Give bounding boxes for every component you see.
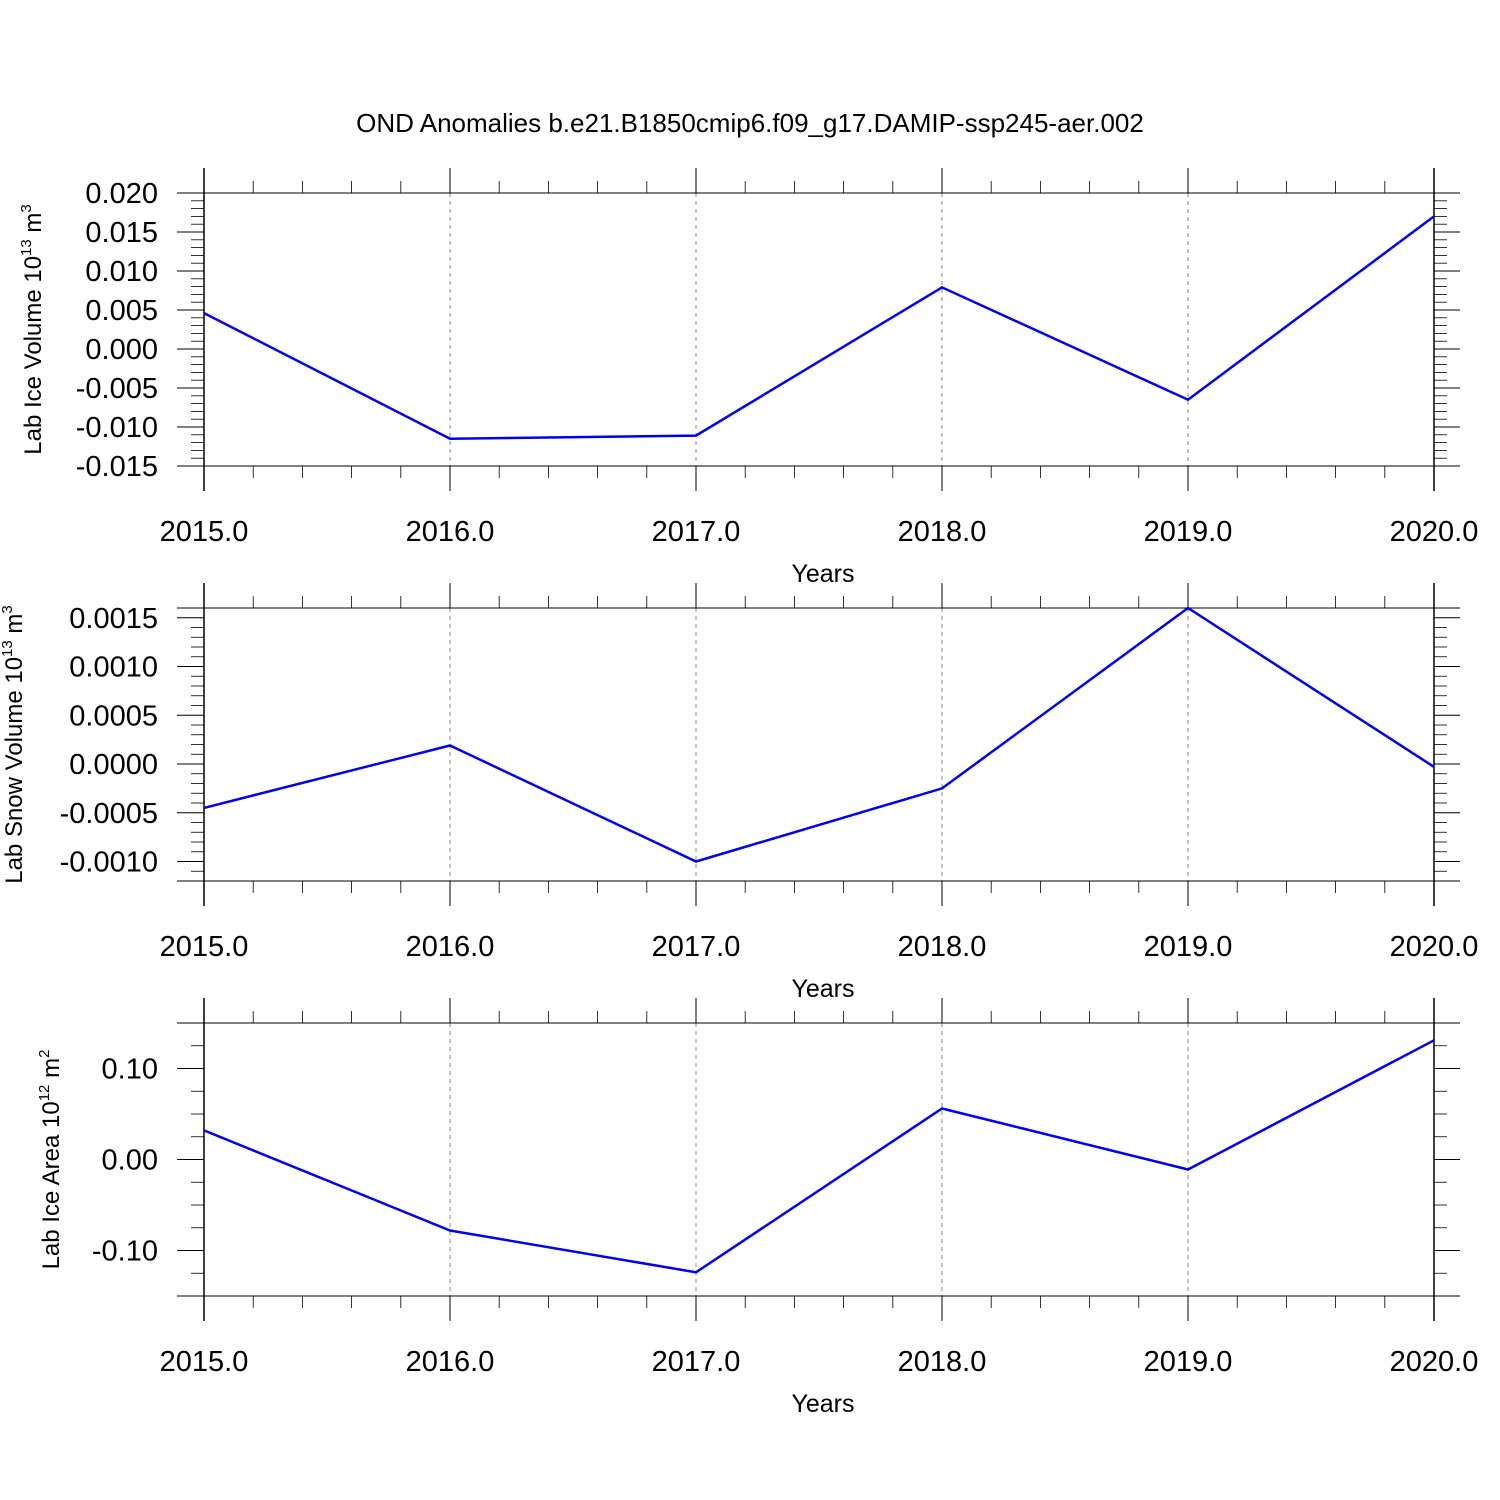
x-tick-label: 2017.0 xyxy=(652,1346,741,1378)
y-tick-label: -0.10 xyxy=(92,1236,158,1268)
x-tick-label: 2018.0 xyxy=(898,1346,987,1378)
series-line xyxy=(203,1039,1435,1274)
y-axis-label: Lab Snow Volume 1013 m3 xyxy=(0,605,28,884)
y-tick-label: 0.10 xyxy=(102,1054,158,1086)
x-tick-label: 2015.0 xyxy=(160,516,249,548)
x-tick-label: 2018.0 xyxy=(898,931,987,963)
y-axis-label: Lab Ice Volume 1013 m3 xyxy=(18,204,47,455)
y-tick-label: 0.020 xyxy=(85,178,158,210)
y-tick-label: 0.000 xyxy=(85,334,158,366)
y-tick-label: 0.0005 xyxy=(69,700,158,732)
y-tick-label: 0.015 xyxy=(85,217,158,249)
x-tick-label: 2018.0 xyxy=(898,516,987,548)
snow-volume-panel: 2015.0 2016.0 2017.0 2018.0 2019.0 2020.0 0.00… xyxy=(0,583,1478,1003)
x-tick-label: 2020.0 xyxy=(1390,516,1479,548)
x-tick-label: 2015.0 xyxy=(160,931,249,963)
y-tick-label: -0.005 xyxy=(76,373,158,405)
y-tick-label: 0.010 xyxy=(85,256,158,288)
x-tick-label: 2016.0 xyxy=(406,516,495,548)
x-tick-label: 2017.0 xyxy=(652,931,741,963)
y-tick-label: -0.0010 xyxy=(60,847,158,879)
x-tick-label: 2016.0 xyxy=(406,1346,495,1378)
y-tick-label: -0.015 xyxy=(76,451,158,483)
y-tick-label: -0.0005 xyxy=(60,798,158,830)
x-tick-label: 2016.0 xyxy=(406,931,495,963)
y-tick-label: 0.005 xyxy=(85,295,158,327)
ice-area-panel: 2015.0 2016.0 2017.0 2018.0 2019.0 2020.0 0.10… xyxy=(36,998,1478,1418)
x-tick-label: 2020.0 xyxy=(1390,931,1479,963)
x-tick-label: 2020.0 xyxy=(1390,1346,1479,1378)
x-axis-label: Years xyxy=(791,560,854,588)
x-tick-label: 2015.0 xyxy=(160,1346,249,1378)
ice-volume-panel: 2015.0 2016.0 2017.0 2018.0 2019.0 2020.0 0.02… xyxy=(18,168,1478,588)
series-line xyxy=(203,606,1435,863)
x-tick-label: 2019.0 xyxy=(1144,931,1233,963)
y-tick-label: -0.010 xyxy=(76,412,158,444)
y-tick-label: 0.0000 xyxy=(69,749,158,781)
chart-title: OND Anomalies b.e21.B1850cmip6.f09_g17.D… xyxy=(356,108,1144,138)
y-tick-label: 0.0015 xyxy=(69,603,158,635)
x-axis-label: Years xyxy=(791,1390,854,1418)
x-tick-label: 2019.0 xyxy=(1144,1346,1233,1378)
y-axis-label: Lab Ice Area 1012 m2 xyxy=(36,1050,65,1270)
x-axis-label: Years xyxy=(791,975,854,1003)
y-tick-label: 0.0010 xyxy=(69,652,158,684)
x-tick-label: 2017.0 xyxy=(652,516,741,548)
x-tick-label: 2019.0 xyxy=(1144,516,1233,548)
series-line xyxy=(203,215,1435,440)
y-tick-label: 0.00 xyxy=(102,1145,158,1177)
